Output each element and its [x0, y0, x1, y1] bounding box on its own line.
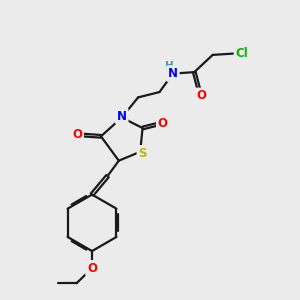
Text: N: N — [168, 67, 178, 80]
Text: O: O — [196, 89, 206, 102]
Text: Cl: Cl — [236, 47, 248, 60]
Text: N: N — [117, 110, 127, 123]
Text: O: O — [87, 262, 97, 275]
Text: H: H — [165, 61, 174, 70]
Text: O: O — [158, 117, 168, 130]
Text: O: O — [72, 128, 82, 141]
Text: S: S — [138, 147, 147, 160]
